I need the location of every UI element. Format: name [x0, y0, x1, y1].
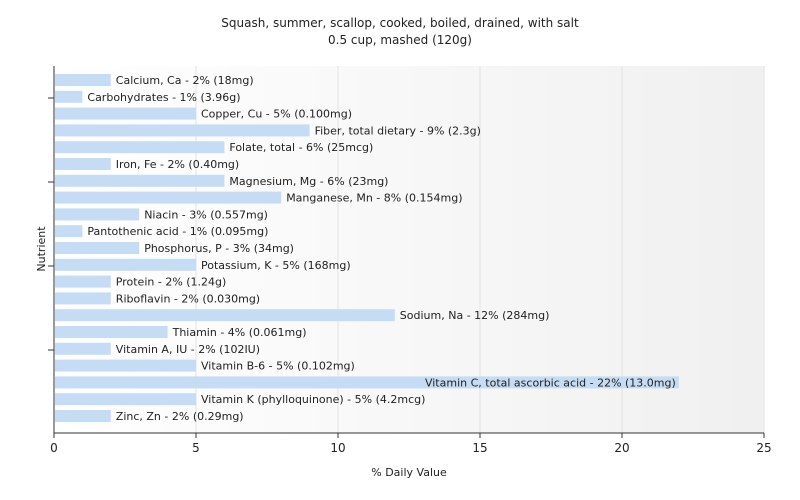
x-tick-labels: 0 5 10 15 20 25: [50, 441, 771, 455]
bar: [55, 410, 111, 422]
bar: [55, 141, 225, 154]
bar-label: Vitamin C, total ascorbic acid - 22% (13…: [425, 376, 676, 389]
bar: [55, 326, 168, 338]
bar: [55, 393, 196, 406]
bar: [55, 90, 83, 103]
bar: [55, 107, 196, 120]
bar: [55, 242, 140, 254]
axes: [48, 66, 765, 438]
x-tick-label: 20: [614, 441, 629, 455]
x-tick-label: 15: [472, 441, 487, 455]
bar: [55, 342, 111, 355]
bar-label: Thiamin - 4% (0.061mg): [172, 326, 307, 339]
bar: [55, 292, 111, 305]
bar-label: Vitamin K (phylloquinone) - 5% (4.2mcg): [201, 393, 425, 406]
bar-label: Iron, Fe - 2% (0.40mg): [116, 158, 239, 171]
chart-subtitle: 0.5 cup, mashed (120g): [328, 33, 472, 47]
bar-label: Fiber, total dietary - 9% (2.3g): [315, 124, 481, 137]
bars: [55, 74, 679, 422]
bar-label: Protein - 2% (1.24g): [116, 276, 227, 289]
bar-label: Folate, total - 6% (25mcg): [229, 141, 373, 154]
bar: [55, 275, 111, 288]
bar: [55, 208, 140, 221]
bar-labels: Calcium, Ca - 2% (18mg) Carbohydrates - 1…: [87, 74, 675, 423]
x-axis-label: % Daily Value: [371, 466, 447, 479]
bar-label: Potassium, K - 5% (168mg): [201, 259, 351, 272]
bar: [55, 258, 196, 271]
bar: [55, 174, 225, 187]
bar-label: Vitamin A, IU - 2% (102IU): [116, 343, 260, 356]
y-axis-label: Nutrient: [35, 226, 48, 272]
bar: [55, 225, 83, 238]
bar-label: Manganese, Mn - 8% (0.154mg): [286, 192, 462, 205]
bar: [55, 359, 196, 372]
bar: [55, 191, 282, 204]
bar-label: Pantothenic acid - 1% (0.095mg): [87, 225, 268, 238]
bar-label: Vitamin B-6 - 5% (0.102mg): [201, 360, 355, 373]
bar-label: Magnesium, Mg - 6% (23mg): [229, 175, 388, 188]
bar: [55, 376, 679, 389]
bar: [55, 124, 310, 137]
bar-label: Niacin - 3% (0.557mg): [144, 208, 268, 221]
bar-label: Riboflavin - 2% (0.030mg): [116, 292, 260, 305]
bar: [55, 158, 111, 170]
bar: [55, 74, 111, 86]
bar: [55, 309, 395, 322]
chart-title: Squash, summer, scallop, cooked, boiled,…: [221, 16, 579, 30]
bar-label: Calcium, Ca - 2% (18mg): [116, 74, 254, 87]
x-tick-label: 5: [192, 441, 200, 455]
x-tick-label: 25: [756, 441, 771, 455]
bar-label: Phosphorus, P - 3% (34mg): [144, 242, 294, 255]
bar-label: Copper, Cu - 5% (0.100mg): [201, 108, 352, 121]
x-tick-label: 10: [330, 441, 345, 455]
bar-label: Zinc, Zn - 2% (0.29mg): [116, 410, 244, 423]
bar-label: Sodium, Na - 12% (284mg): [400, 309, 550, 322]
x-tick-label: 0: [50, 441, 58, 455]
bar-label: Carbohydrates - 1% (3.96g): [87, 91, 240, 104]
